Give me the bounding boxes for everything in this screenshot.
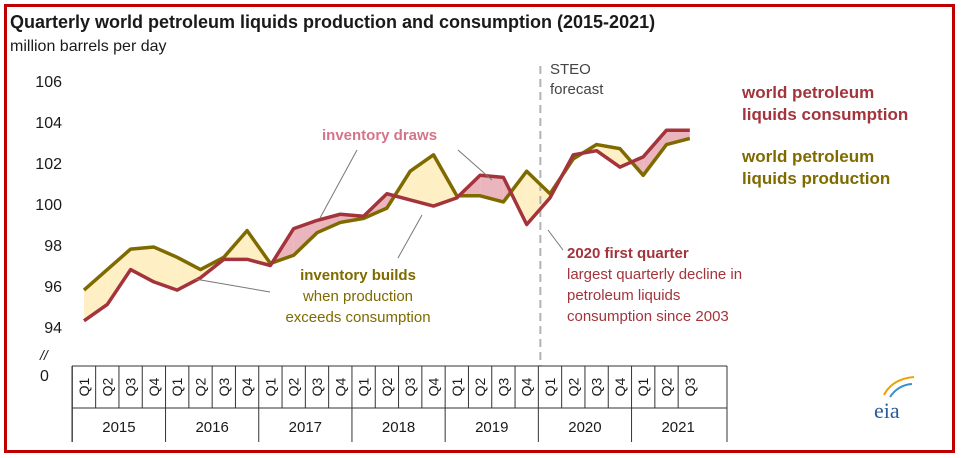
y-tick-label: 104 [35,115,62,132]
gap-fill [177,257,201,291]
gap-fill [153,247,178,291]
x-tick-label: Q2 [659,377,675,396]
x-tick-label: Q2 [286,377,302,396]
leader-line [194,278,271,293]
forecast-label: forecast [550,81,604,98]
leader-line [457,149,493,181]
annotation-inventory-builds: exceeds consumption [285,309,430,326]
annotation-inventory-draws: inventory draws [322,127,437,144]
x-tick-label: Q1 [542,377,558,396]
year-label: 2019 [475,419,508,436]
gap-fill [130,247,154,282]
y-axis-unit-label: million barrels per day [10,38,167,55]
annotation-inventory-builds: inventory builds [300,267,416,284]
y-tick-label: 106 [35,74,62,91]
x-tick-label: Q2 [565,377,581,396]
y-tick-label: 96 [44,279,62,296]
x-tick-label: Q4 [146,377,162,396]
x-tick-label: Q1 [169,377,185,396]
x-tick-label: Q4 [612,377,628,396]
y-tick-label: 94 [44,320,62,337]
year-label: 2017 [289,419,322,436]
gap-fill [666,130,690,145]
eia-logo-swoosh [883,376,915,396]
y-axis-break: // [39,347,50,363]
chart-title: Quarterly world petroleum liquids produc… [10,12,656,32]
x-tick-label: Q4 [519,377,535,396]
x-tick-label: Q3 [123,377,139,396]
legend-consumption: world petroleum [741,83,874,102]
gap-fill [293,220,317,256]
x-tick-label: Q1 [356,377,372,396]
leader-line [547,229,564,251]
gap-fill [526,171,550,225]
gap-fill [643,130,667,176]
x-tick-label: Q4 [426,377,442,396]
annotation-2020-q1: consumption since 2003 [567,308,729,325]
x-tick-label: Q2 [472,377,488,396]
y-tick-label: 0 [40,368,49,385]
x-tick-label: Q4 [239,377,255,396]
x-tick-label: Q2 [193,377,209,396]
legend-production: liquids production [742,169,890,188]
year-label: 2021 [661,419,694,436]
year-label: 2018 [382,419,415,436]
y-tick-label: 102 [35,156,62,173]
x-tick-label: Q3 [682,377,698,396]
annotation-inventory-builds: when production [302,288,413,305]
year-label: 2020 [568,419,601,436]
gap-fill [480,175,504,202]
production-line [82,136,691,292]
x-tick-label: Q3 [589,377,605,396]
year-label: 2016 [195,419,228,436]
x-tick-label: Q2 [99,377,115,396]
legend-production: world petroleum [741,147,874,166]
x-tick-label: Q3 [495,377,511,396]
consumption-line [82,128,690,323]
forecast-label: STEO [550,61,591,78]
eia-logo-swoosh [889,383,913,398]
annotation-2020-q1: largest quarterly decline in [567,266,742,283]
x-tick-label: Q3 [216,377,232,396]
x-tick-label: Q3 [309,377,325,396]
legend-consumption: liquids consumption [742,105,908,124]
leader-line [319,149,358,219]
eia-logo: eia [874,398,900,423]
y-tick-label: 98 [44,238,62,255]
leader-line [397,214,423,259]
x-tick-label: Q1 [76,377,92,396]
annotation-2020-q1: petroleum liquids [567,287,680,304]
chart-frame [4,4,955,453]
year-label: 2015 [102,419,135,436]
x-tick-label: Q1 [262,377,278,396]
gap-fill [107,249,131,305]
x-tick-label: Q1 [449,377,465,396]
x-tick-label: Q3 [402,377,418,396]
annotation-2020-q1: 2020 first quarter [567,245,689,262]
gap-fill [510,171,527,225]
y-tick-label: 100 [35,197,62,214]
x-tick-label: Q4 [332,377,348,396]
x-tick-label: Q2 [379,377,395,396]
x-tick-label: Q1 [635,377,651,396]
